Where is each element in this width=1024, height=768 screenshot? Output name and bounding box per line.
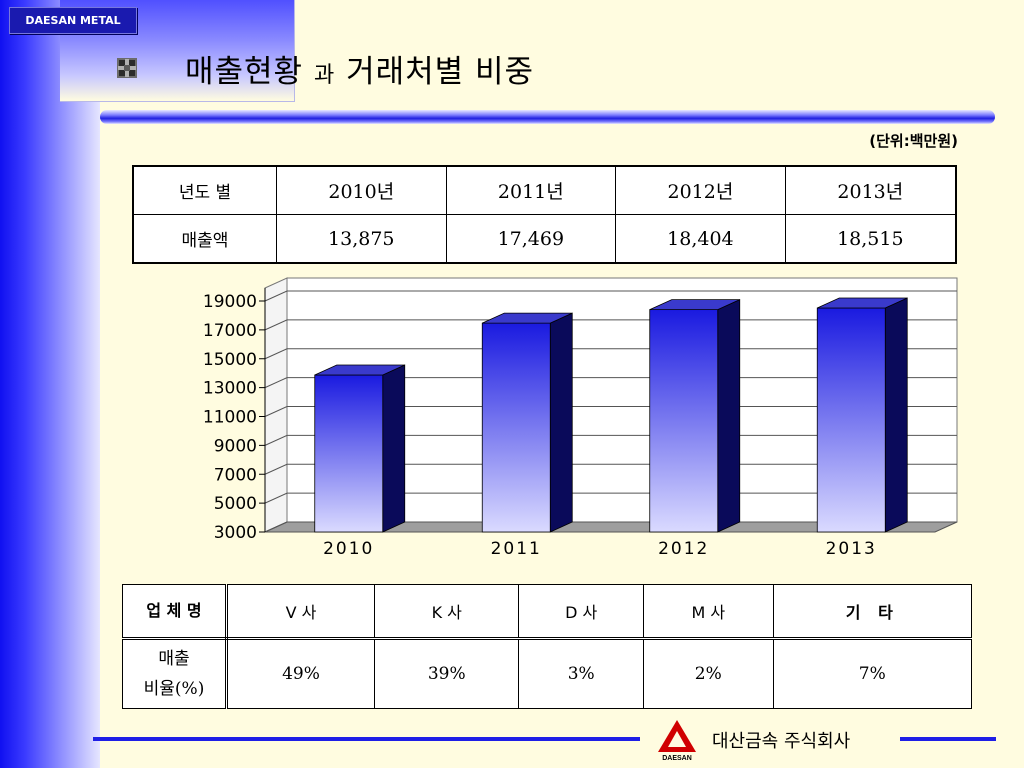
y-tick-label: 5000 xyxy=(214,494,257,514)
brand-badge: DAESAN METAL xyxy=(9,7,137,34)
bar-side xyxy=(549,312,573,533)
y-tick-label: 9000 xyxy=(214,436,257,456)
bar xyxy=(314,374,384,533)
y-tick-label: 3000 xyxy=(214,523,257,543)
company-name: 대산금속 주식회사 xyxy=(712,731,851,752)
bar-side xyxy=(382,364,406,533)
table-header-row: 업 체 명 V 사 K 사 D 사 M 사 기 타 xyxy=(122,584,973,640)
table-cell: 18,404 xyxy=(615,214,786,264)
table-cell: 2% xyxy=(642,638,774,709)
y-tick-label: 19000 xyxy=(203,292,257,312)
table-header-cell: D 사 xyxy=(518,584,644,640)
chart-side-wall xyxy=(264,277,288,533)
footer-line-left xyxy=(93,737,640,741)
table-header-cell: 2010년 xyxy=(276,165,447,215)
footer-line-right xyxy=(900,737,996,741)
company-logo: DAESAN xyxy=(658,720,696,762)
logo-text: DAESAN xyxy=(662,755,692,762)
y-tick-label: 7000 xyxy=(214,465,257,485)
table-header-row: 년도 별 2010년 2011년 2012년 2013년 xyxy=(132,165,957,215)
title-main: 매출현황 xyxy=(185,54,304,90)
bar xyxy=(649,309,719,533)
y-tick-label: 13000 xyxy=(203,379,257,399)
bar-side xyxy=(884,297,908,533)
title-conj: 과 xyxy=(313,63,336,88)
table-cell: 17,469 xyxy=(445,214,617,264)
row-label-line1: 매출 xyxy=(158,649,190,669)
sales-table: 년도 별 2010년 2011년 2012년 2013년 매출액 13,875 … xyxy=(132,165,957,264)
title-divider-bar xyxy=(100,110,995,124)
table-row: 매출액 13,875 17,469 18,404 18,515 xyxy=(132,214,957,264)
bar-top xyxy=(482,312,573,324)
x-tick-label: 2010 xyxy=(323,539,374,559)
table-header-cell: 2012년 xyxy=(615,165,786,215)
gridline xyxy=(264,290,957,302)
row-label-line2: 비율(%) xyxy=(143,679,205,699)
title-bullet-icon xyxy=(117,58,137,78)
table-header-cell: 년도 별 xyxy=(132,165,277,215)
x-tick-label: 2011 xyxy=(491,539,542,559)
brand-label: DAESAN METAL xyxy=(25,14,121,27)
left-gradient-band xyxy=(0,0,100,768)
table-cell: 7% xyxy=(772,638,973,709)
bar-top xyxy=(817,297,908,309)
table-header-cell: K 사 xyxy=(373,584,520,640)
table-cell: 3% xyxy=(518,638,644,709)
sales-bar-chart: 3000 5000 7000 9000 11000 13000 15000 17000 1900… xyxy=(203,277,958,559)
bar-top xyxy=(314,364,405,376)
bar xyxy=(481,322,551,533)
table-header-cell: 2011년 xyxy=(445,165,617,215)
table-header-cell: 2013년 xyxy=(784,165,957,215)
y-tick-label: 15000 xyxy=(203,350,257,370)
table-cell: 49% xyxy=(226,638,375,709)
table-header-cell: 업 체 명 xyxy=(122,584,228,640)
bar-top xyxy=(649,299,740,311)
x-tick-label: 2013 xyxy=(826,539,877,559)
x-tick-label: 2012 xyxy=(658,539,709,559)
y-tick-label: 17000 xyxy=(203,321,257,341)
bar xyxy=(816,307,886,533)
title-rest: 거래처별 비중 xyxy=(346,54,535,90)
table-header-cell: M 사 xyxy=(642,584,774,640)
table-cell: 13,875 xyxy=(276,214,447,264)
table-row-label: 매출액 xyxy=(132,214,277,264)
table-cell: 39% xyxy=(373,638,520,709)
unit-label: (단위:백만원) xyxy=(869,132,958,150)
table-header-cell: V 사 xyxy=(226,584,375,640)
table-cell: 18,515 xyxy=(784,214,957,264)
bar-side xyxy=(717,298,741,533)
y-tick-label: 11000 xyxy=(203,408,257,428)
page-title: 매출현황 과 거래처별 비중 xyxy=(185,46,534,91)
table-header-cell: 기 타 xyxy=(772,584,973,640)
